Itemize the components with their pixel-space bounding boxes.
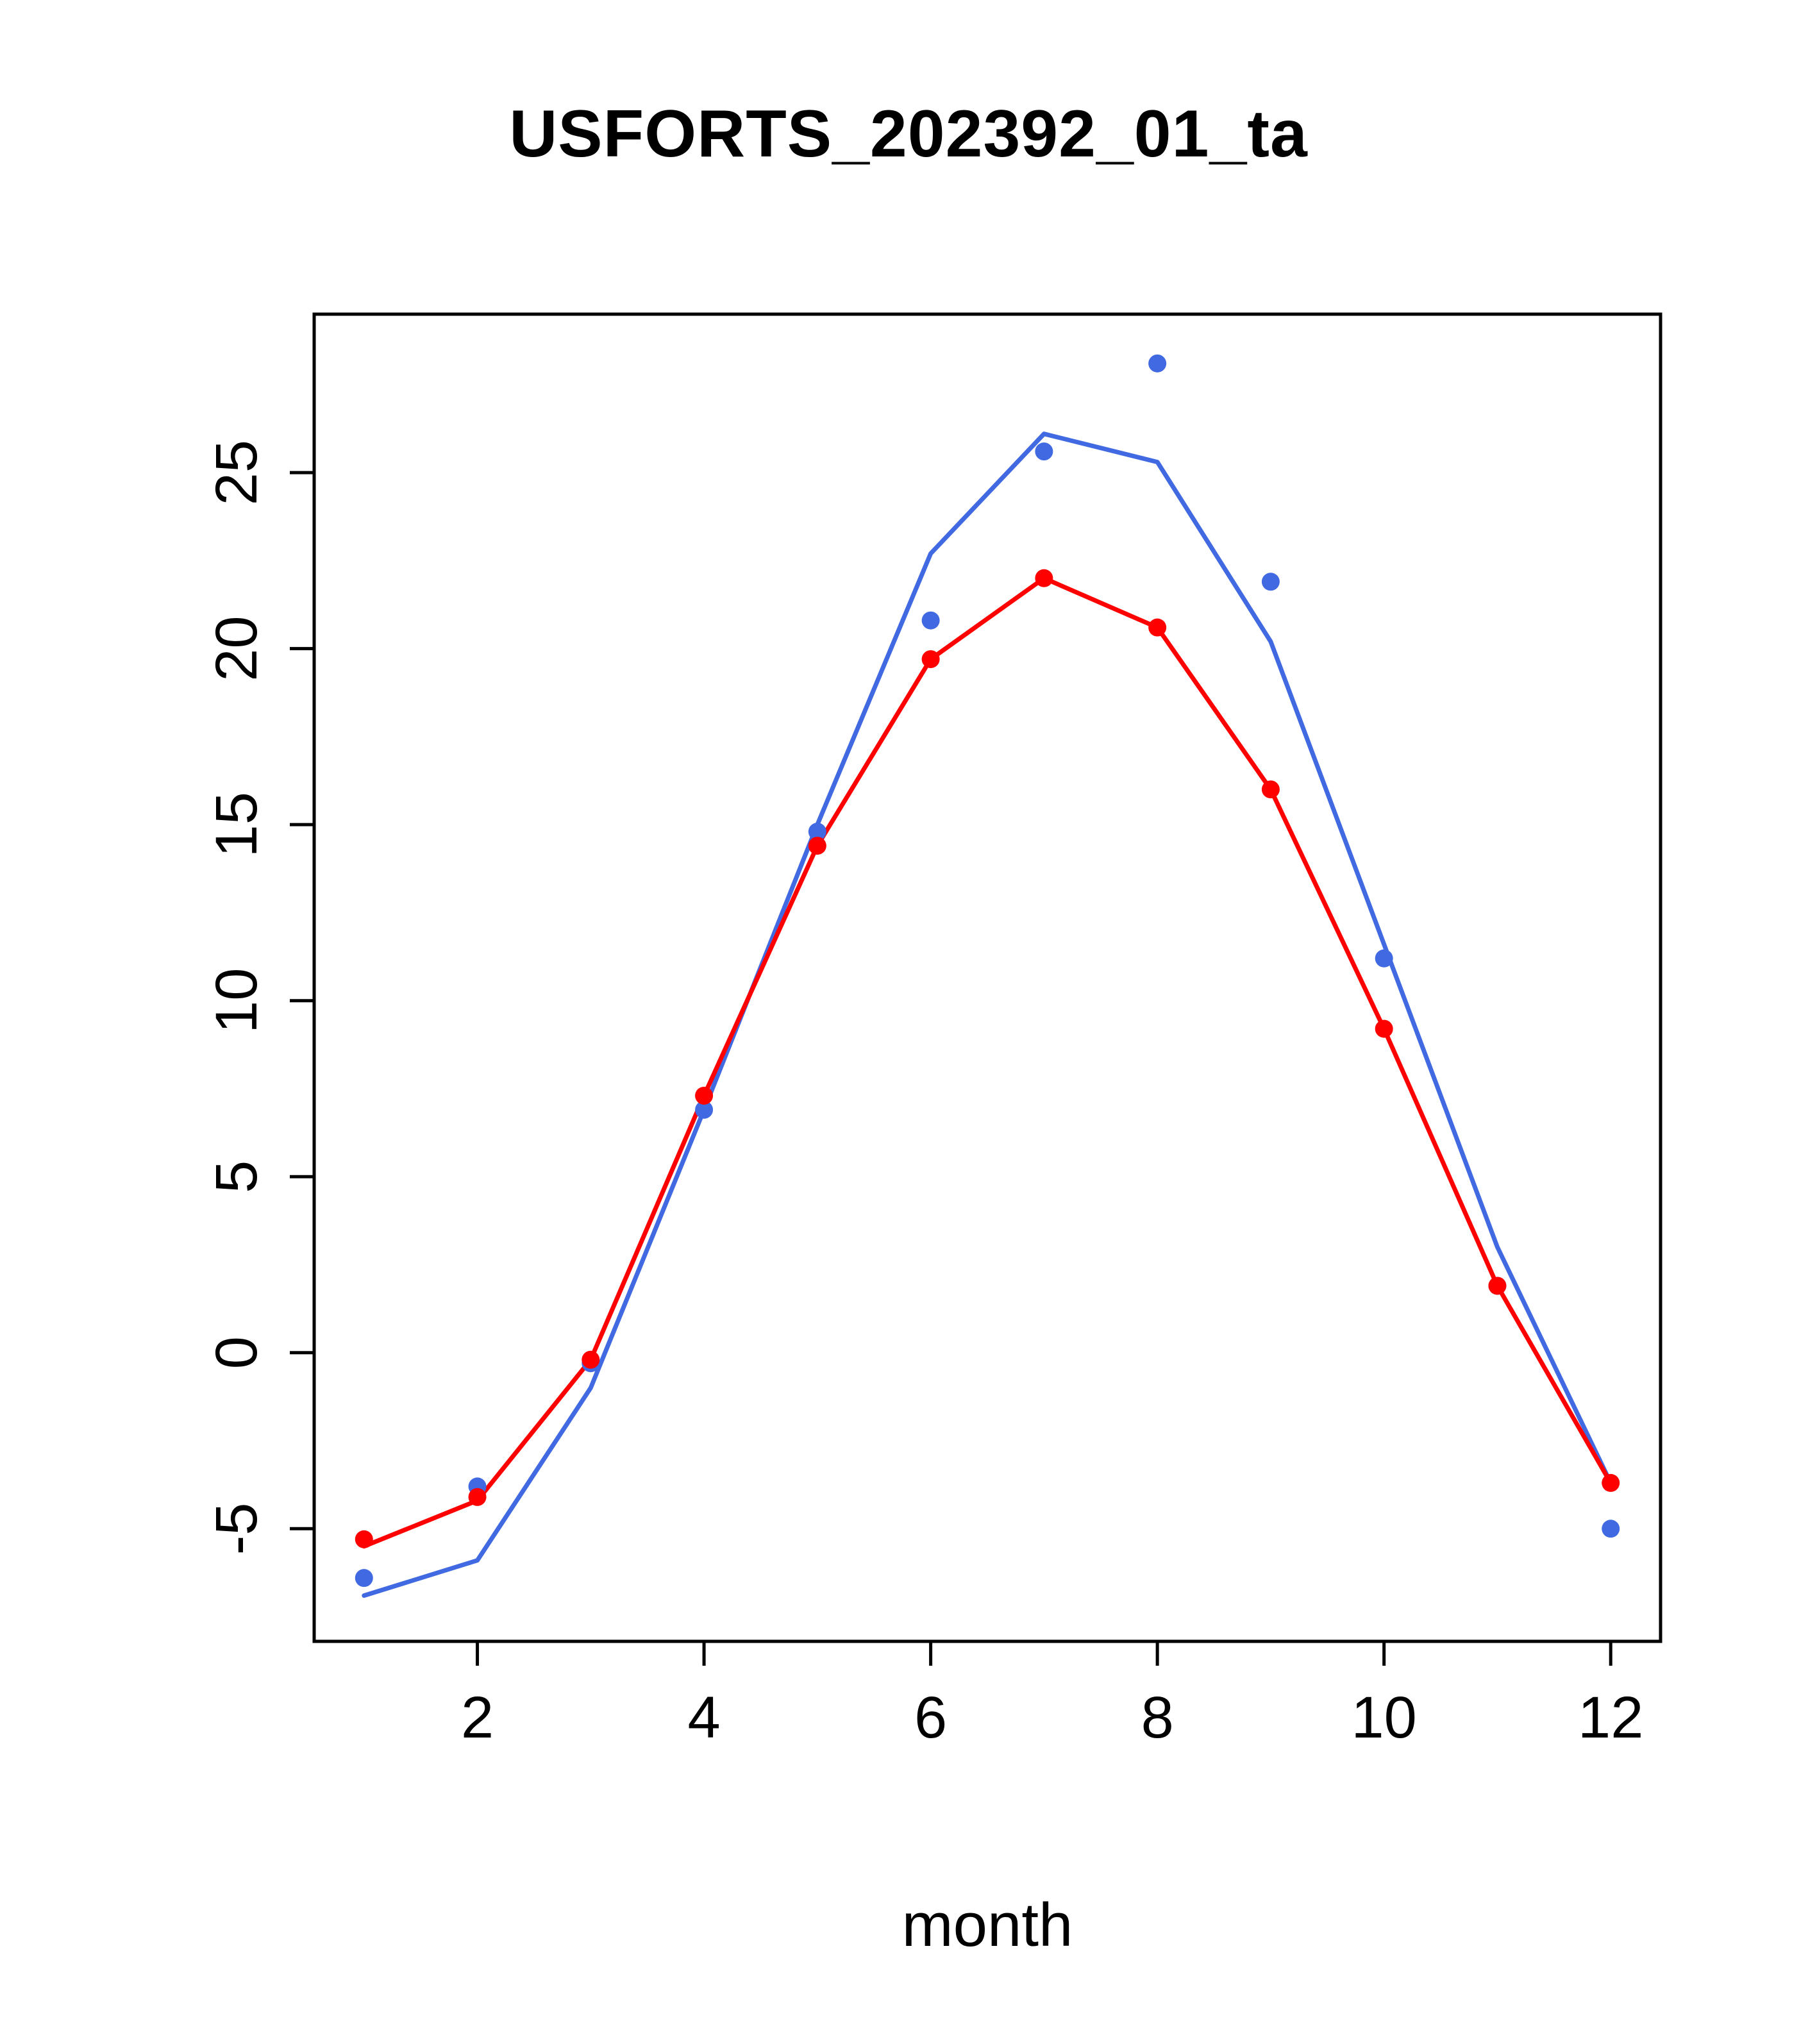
x-tick-label: 10 [1352, 1685, 1417, 1750]
data-point-red-points-observed [355, 1530, 373, 1548]
y-tick-label: -5 [204, 1502, 269, 1555]
data-point-red-points-observed [1148, 618, 1167, 637]
x-tick-label: 8 [1141, 1685, 1174, 1750]
data-point-red-points-observed [1602, 1473, 1620, 1492]
series-line-blue-line-model [362, 431, 1613, 1598]
data-point-blue-points-observed [1261, 573, 1280, 591]
data-point-red-points-observed [1375, 1019, 1393, 1038]
data-point-red-points-observed [695, 1086, 714, 1105]
x-axis-label: month [902, 1891, 1073, 1959]
data-point-red-points-observed [808, 837, 826, 855]
y-tick-label: 5 [204, 1160, 269, 1193]
data-point-red-points-observed [582, 1350, 600, 1369]
data-point-blue-points-observed [1035, 442, 1053, 461]
x-tick-label: 4 [687, 1685, 720, 1750]
data-point-red-points-observed [1488, 1277, 1507, 1295]
y-tick-label: 10 [204, 968, 269, 1034]
plot-box [312, 312, 1662, 1643]
data-point-blue-points-observed [355, 1569, 373, 1587]
y-tick-label: 15 [204, 792, 269, 857]
data-point-red-points-observed [1035, 569, 1053, 587]
x-tick-label: 12 [1578, 1685, 1643, 1750]
x-tick-label: 6 [914, 1685, 947, 1750]
data-point-red-points-observed [1261, 780, 1280, 799]
data-point-red-points-observed [921, 650, 940, 669]
y-tick-label: 25 [204, 440, 269, 505]
y-tick-label: 0 [204, 1336, 269, 1369]
x-tick-label: 2 [461, 1685, 494, 1750]
y-tick-label: 20 [204, 616, 269, 681]
data-point-blue-points-observed [1602, 1520, 1620, 1538]
data-point-blue-points-observed [1375, 949, 1393, 968]
data-point-blue-points-observed [1148, 354, 1167, 373]
data-point-blue-points-observed [808, 823, 826, 841]
series-line-red-line-model [362, 576, 1613, 1549]
chart-title: USFORTS_202392_01_ta [509, 97, 1308, 171]
data-point-red-points-observed [468, 1487, 487, 1506]
data-point-blue-points-observed [695, 1100, 714, 1119]
data-point-blue-points-observed [921, 611, 940, 630]
